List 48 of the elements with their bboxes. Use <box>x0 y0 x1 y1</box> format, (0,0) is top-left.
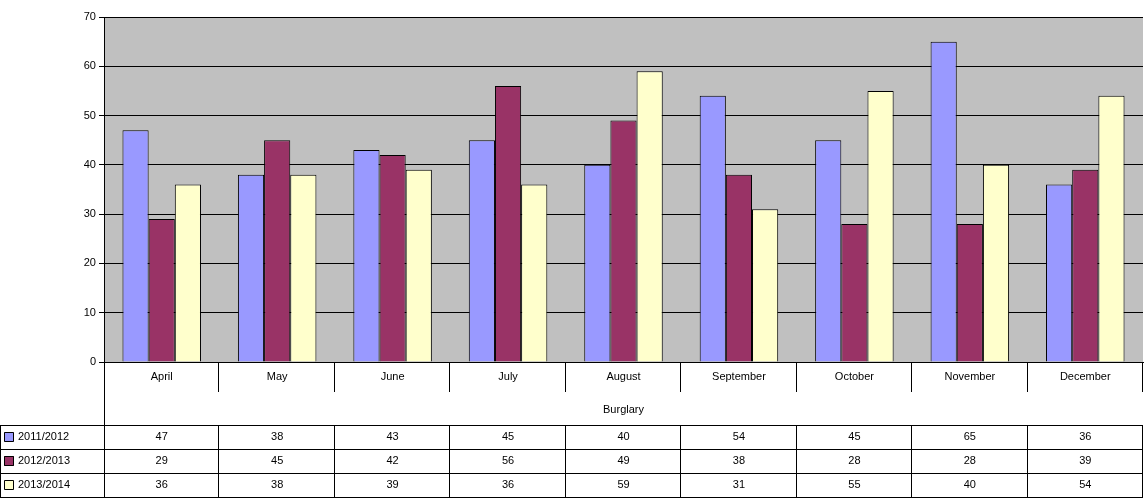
data-label: 40 <box>963 478 976 491</box>
y-tick-label: 0 <box>89 355 96 368</box>
data-label: 56 <box>501 454 515 467</box>
data-label: 54 <box>1079 478 1092 491</box>
y-tick-label: 40 <box>83 157 96 170</box>
data-label: 42 <box>386 454 399 467</box>
y-tick-label: 70 <box>83 10 96 23</box>
legend-label: 2012/2013 <box>18 454 70 467</box>
data-label: 36 <box>1079 430 1092 443</box>
data-label: 55 <box>848 478 861 491</box>
y-tick-label: 20 <box>83 256 96 269</box>
legend-label: 2011/2012 <box>18 430 70 443</box>
data-label: 29 <box>155 454 168 467</box>
legend-label: 2013/2014 <box>18 478 70 491</box>
data-label: 45 <box>271 454 284 467</box>
data-label: 28 <box>848 454 861 467</box>
y-tick-label: 10 <box>83 305 96 318</box>
y-tick-label: 50 <box>83 108 96 121</box>
data-label: 49 <box>617 454 630 467</box>
x-tick-label: December <box>1059 370 1111 383</box>
x-tick-label: September <box>712 370 767 383</box>
data-label: 59 <box>617 478 630 491</box>
data-label: 36 <box>155 478 168 491</box>
data-label: 45 <box>501 430 515 443</box>
data-label: 28 <box>963 454 976 467</box>
data-label: 36 <box>501 478 515 491</box>
x-tick-label: August <box>606 370 641 383</box>
y-tick-label: 30 <box>83 207 96 220</box>
data-label: 40 <box>617 430 630 443</box>
data-label: 38 <box>732 454 746 467</box>
data-label: 65 <box>963 430 976 443</box>
data-label: 39 <box>386 478 399 491</box>
data-label: 31 <box>732 478 746 491</box>
data-label: 43 <box>386 430 399 443</box>
x-axis-title: Burglary <box>603 403 645 416</box>
x-tick-label: October <box>834 370 875 383</box>
data-label: 39 <box>1079 454 1092 467</box>
x-tick-label: June <box>380 370 405 383</box>
data-label: 45 <box>848 430 861 443</box>
x-tick-label: July <box>498 370 519 383</box>
data-label: 47 <box>155 430 168 443</box>
data-label: 38 <box>271 430 284 443</box>
x-tick-label: April <box>150 370 173 383</box>
data-label: 38 <box>271 478 284 491</box>
data-label: 54 <box>732 430 746 443</box>
x-tick-label: November <box>944 370 996 383</box>
y-tick-label: 60 <box>83 59 96 72</box>
x-tick-label: May <box>266 370 289 383</box>
